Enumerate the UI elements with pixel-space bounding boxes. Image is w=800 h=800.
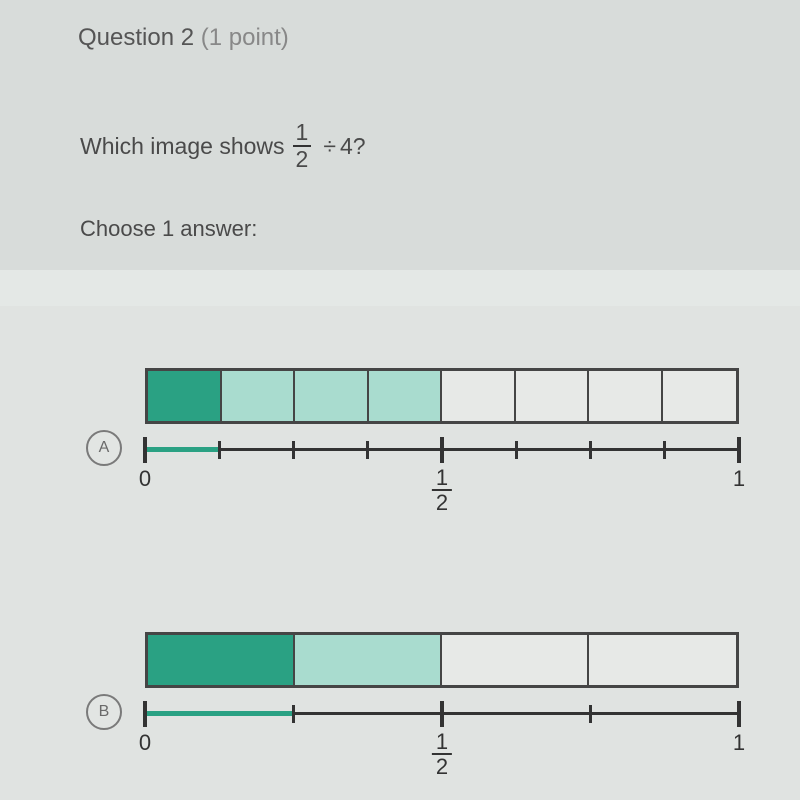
axis-label-fraction: 12 [432,466,452,514]
fraction-denominator: 2 [293,147,312,172]
prompt-fraction: 1 2 [293,120,312,173]
bar-cell [589,635,736,685]
option-a-axis: 0121 [145,438,739,508]
prompt-pre: Which image shows [80,133,285,160]
choose-label: Choose 1 answer: [80,216,257,242]
axis-tick [589,441,592,459]
bar-cell [663,371,736,421]
bar-cell [148,635,295,685]
radio-a-label: A [99,439,110,457]
fraction-numerator: 1 [293,120,312,147]
axis-highlight [145,711,294,716]
bar-cell [295,371,369,421]
option-b-bar [145,632,739,688]
question-number: Question 2 [78,24,194,51]
axis-tick [515,441,518,459]
axis-tick [292,441,295,459]
axis-tick [663,441,666,459]
prompt-rhs: 4? [340,133,366,160]
axis-label: 1 [733,730,745,756]
light-band [0,270,800,306]
question-prompt: Which image shows 1 2 ÷ 4? [80,120,366,173]
axis-label-fraction: 12 [432,730,452,778]
axis-tick [440,701,444,727]
bar-cell [442,635,589,685]
option-b-radio[interactable]: B [86,694,122,730]
radio-b-circle: B [86,694,122,730]
option-a-radio[interactable]: A [86,430,122,466]
bar-cell [589,371,663,421]
bar-cell [442,371,516,421]
axis-tick [143,701,147,727]
radio-b-label: B [99,703,110,721]
axis-label: 0 [139,466,151,492]
axis-tick [143,437,147,463]
axis-tick [292,705,295,723]
bar-cell [222,371,296,421]
bar-cell [148,371,222,421]
axis-label: 0 [139,730,151,756]
radio-a-circle: A [86,430,122,466]
question-points: (1 point) [201,24,289,51]
bar-cell [516,371,590,421]
option-b-axis: 0121 [145,702,739,772]
option-a-bar [145,368,739,424]
question-label: Question 2 (1 point) [78,24,289,52]
axis-highlight [145,447,219,452]
axis-label: 1 [733,466,745,492]
divide-symbol: ÷ [323,133,336,160]
axis-tick [218,441,221,459]
axis-tick [737,437,741,463]
axis-tick [440,437,444,463]
bar-cell [295,635,442,685]
bar-cell [369,371,443,421]
axis-tick [737,701,741,727]
axis-tick [366,441,369,459]
axis-tick [589,705,592,723]
